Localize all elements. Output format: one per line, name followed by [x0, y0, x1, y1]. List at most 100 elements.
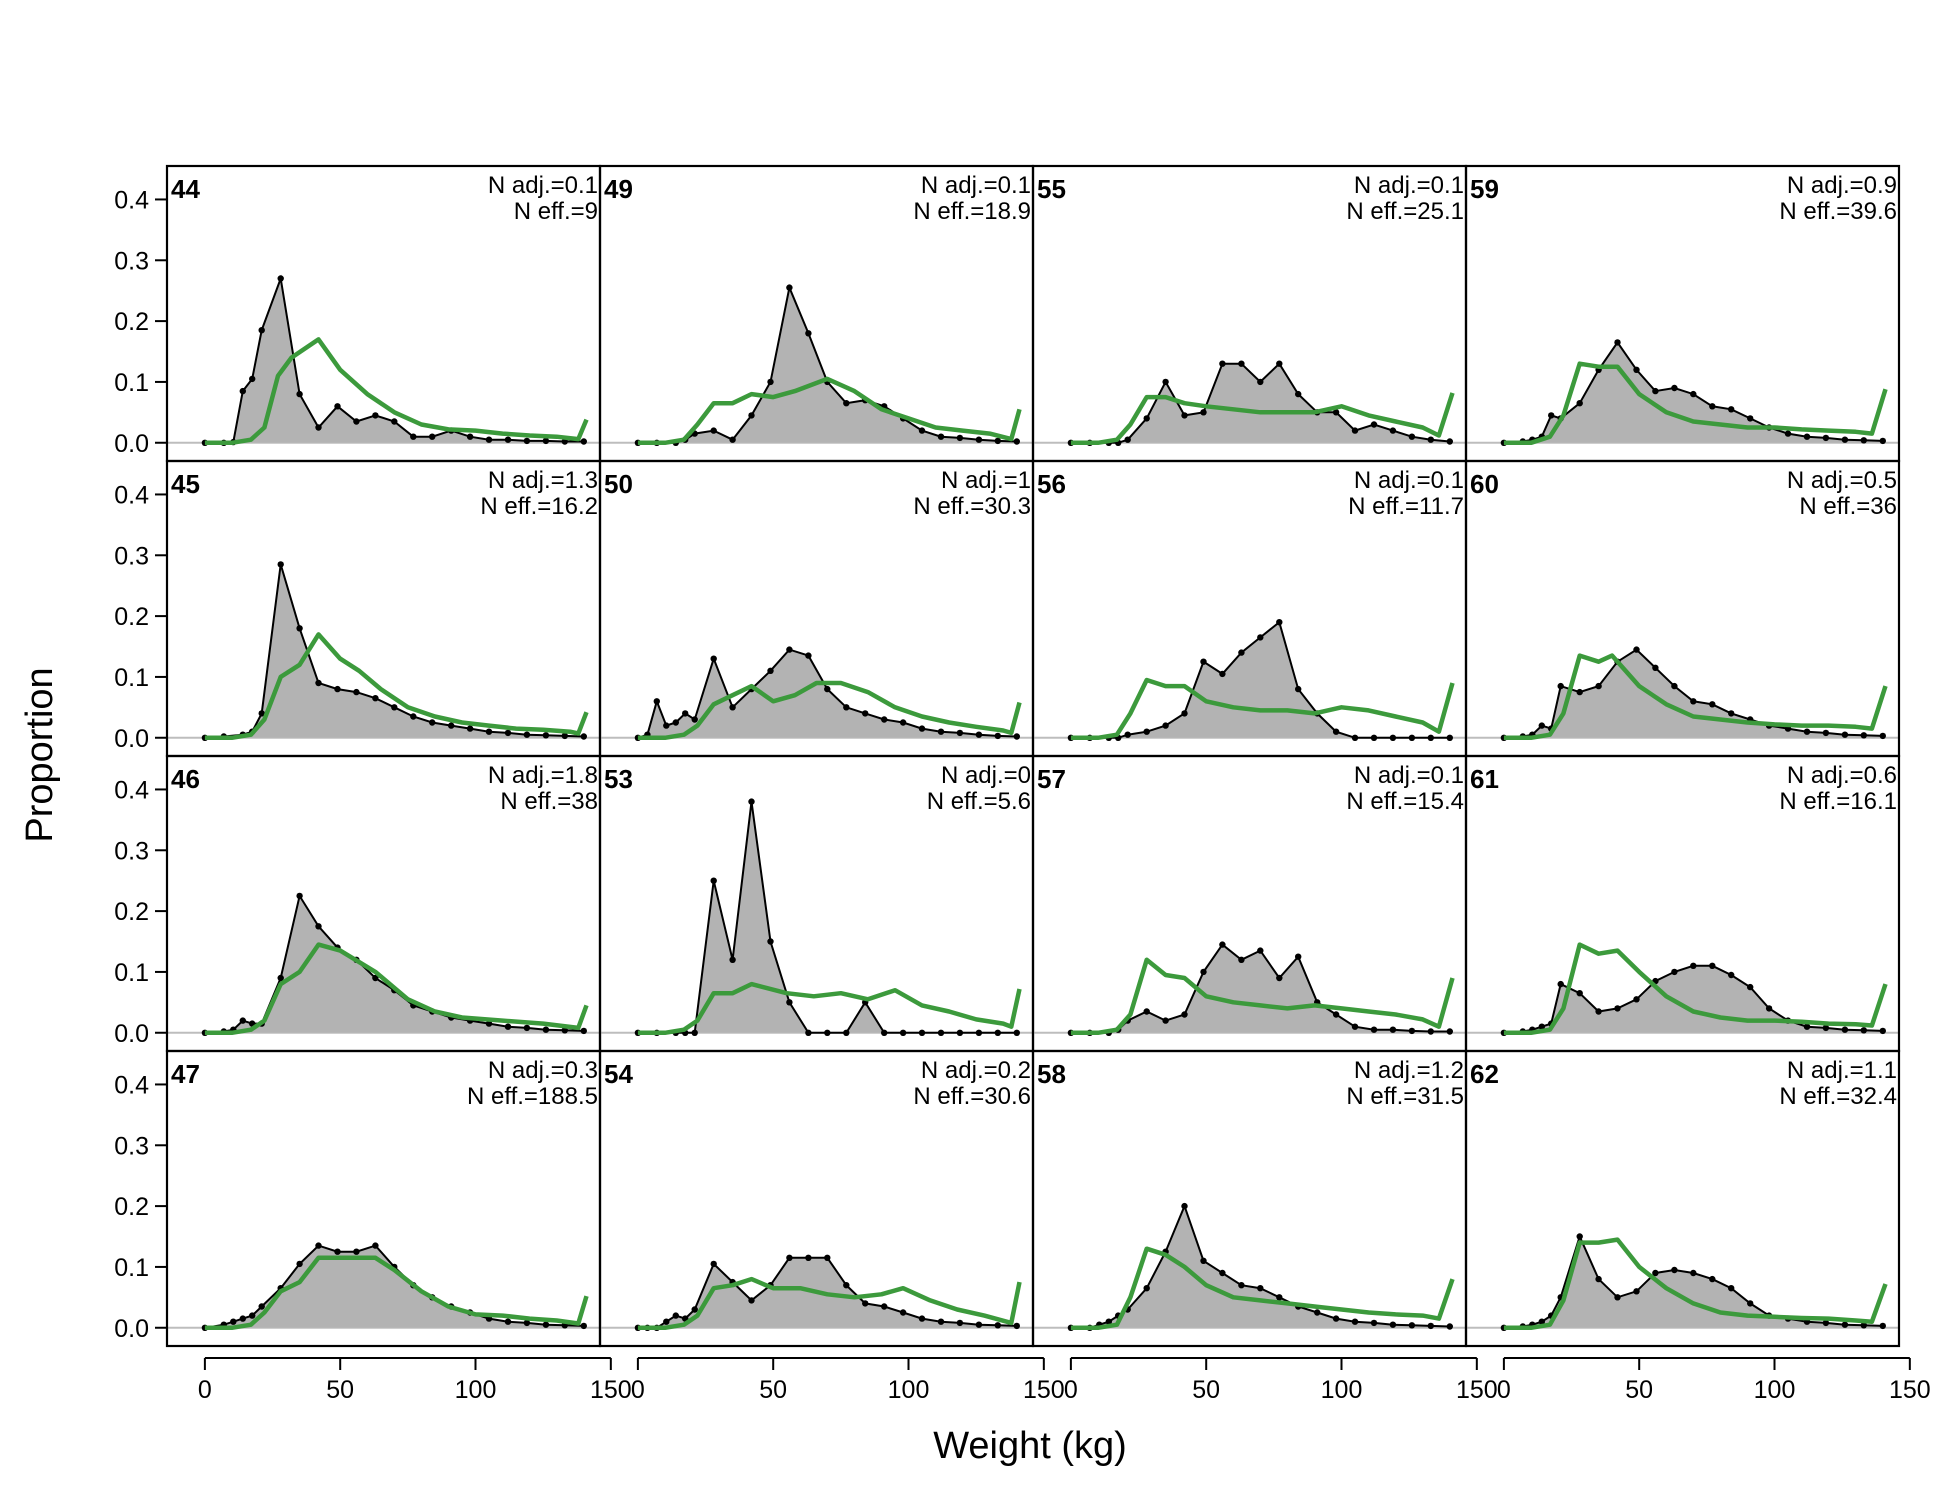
observed-point — [1162, 1017, 1169, 1024]
panel-label: 53 — [604, 764, 633, 794]
y-tick-label: 0.0 — [114, 725, 149, 753]
observed-point — [975, 436, 983, 443]
observed-point — [1690, 390, 1697, 398]
observed-point — [956, 1319, 964, 1327]
panel-label: 62 — [1470, 1059, 1499, 1089]
n-eff-label: N eff.=30.3 — [913, 493, 1031, 520]
observed-point — [1295, 390, 1302, 398]
observed-point — [1181, 1202, 1188, 1210]
observed-point — [956, 729, 964, 737]
observed-point — [1295, 685, 1302, 693]
observed-point — [1841, 1321, 1849, 1328]
observed-point — [1351, 1318, 1359, 1325]
panel-label: 45 — [171, 469, 200, 499]
observed-point — [1803, 433, 1811, 440]
observed-point — [1747, 1300, 1754, 1307]
observed-point — [1709, 962, 1716, 969]
observed-point — [296, 1260, 303, 1268]
observed-point — [1013, 438, 1020, 445]
observed-point — [1105, 1318, 1113, 1325]
observed-point — [843, 1029, 850, 1037]
observed-point — [1822, 1319, 1830, 1327]
n-eff-label: N eff.=15.4 — [1346, 788, 1464, 815]
observed-point — [767, 667, 774, 674]
observed-point — [824, 685, 831, 693]
observed-point — [1548, 412, 1555, 419]
observed-point — [1841, 1026, 1849, 1033]
observed-point — [994, 437, 1001, 445]
x-tick-label: 0 — [631, 1376, 645, 1404]
observed-point — [1295, 953, 1302, 960]
observed-point — [1822, 1024, 1830, 1032]
observed-point — [485, 728, 493, 735]
observed-point — [1446, 438, 1454, 445]
observed-line — [637, 801, 1017, 1034]
observed-point — [1728, 1285, 1735, 1292]
observed-point — [334, 403, 341, 410]
observed-point — [843, 1282, 850, 1289]
panel-label: 50 — [604, 469, 633, 499]
observed-area — [204, 564, 584, 738]
observed-point — [975, 1321, 983, 1328]
observed-point — [296, 625, 303, 632]
panels-layer: 44 N adj.=0.1N eff.=945 N adj.=1.3N eff.=1… — [165, 164, 1901, 1348]
observed-point — [1219, 1269, 1226, 1277]
observed-point — [824, 1254, 831, 1262]
observed-point — [975, 731, 983, 738]
observed-point — [1652, 664, 1659, 671]
n-adj-label: N adj.=1.1 — [1787, 1057, 1897, 1084]
expected-line — [637, 981, 1022, 1036]
panel-label: 44 — [171, 174, 200, 204]
observed-point — [1538, 1023, 1546, 1030]
observed-point — [1614, 1005, 1621, 1012]
y-tick-label: 0.0 — [114, 430, 149, 458]
observed-point — [729, 436, 736, 443]
observed-point — [1181, 1011, 1188, 1018]
observed-point — [748, 412, 755, 419]
observed-point — [1200, 968, 1207, 976]
observed-point — [542, 1026, 550, 1033]
n-adj-label: N adj.=1 — [941, 467, 1031, 494]
observed-area — [637, 287, 1017, 443]
observed-point — [881, 716, 888, 723]
observed-point — [1427, 1028, 1435, 1035]
x-tick-label: 0 — [1497, 1376, 1511, 1404]
x-tick-label: 50 — [326, 1376, 354, 1404]
observed-point — [1408, 1322, 1416, 1329]
x-tick-label: 150 — [1023, 1376, 1065, 1404]
observed-point — [1332, 1315, 1340, 1322]
observed-point — [1389, 427, 1397, 434]
observed-point — [1332, 409, 1340, 416]
observed-point — [1200, 1257, 1207, 1265]
observed-point — [1124, 731, 1131, 738]
observed-point — [767, 378, 774, 386]
observed-point — [1690, 962, 1697, 969]
observed-point — [956, 434, 964, 442]
observed-point — [748, 1297, 755, 1304]
x-axis-title: Weight (kg) — [933, 1425, 1127, 1467]
panel-label: 56 — [1037, 469, 1066, 499]
observed-area — [204, 278, 584, 443]
observed-point — [1389, 734, 1397, 741]
observed-point — [1538, 722, 1546, 729]
observed-point — [691, 716, 698, 723]
observed-point — [1238, 649, 1245, 656]
observed-point — [1841, 436, 1849, 443]
observed-point — [1879, 1027, 1887, 1035]
x-tick-label: 100 — [888, 1376, 930, 1404]
observed-point — [1351, 1023, 1359, 1030]
observed-point — [1276, 1294, 1283, 1301]
observed-point — [805, 330, 812, 337]
observed-point — [691, 1029, 698, 1037]
x-tick-label: 150 — [1889, 1376, 1931, 1404]
observed-point — [239, 1315, 246, 1322]
x-axis-col-1: 0 50 100 150 — [198, 1357, 632, 1404]
observed-point — [663, 722, 670, 729]
observed-point — [899, 1029, 907, 1037]
n-adj-label: N adj.=0.1 — [1354, 762, 1464, 789]
observed-point — [429, 433, 436, 440]
panel-54: 54 N adj.=0.2N eff.=30.6 — [598, 1049, 1035, 1348]
panel-62: 62 N adj.=1.1N eff.=32.4 — [1464, 1049, 1901, 1348]
observed-point — [1143, 1285, 1150, 1292]
observed-point — [672, 719, 679, 726]
